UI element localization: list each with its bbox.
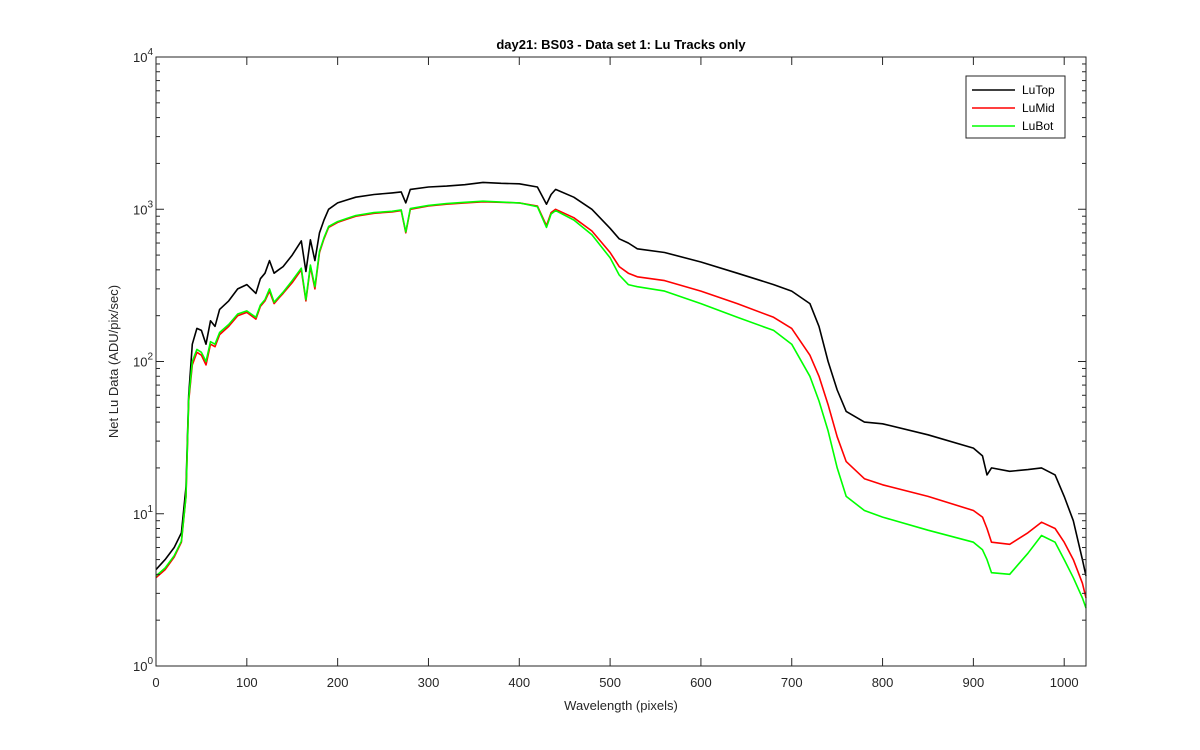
y-tick-label: 104: [133, 47, 153, 65]
chart-title: day21: BS03 - Data set 1: Lu Tracks only: [496, 37, 746, 52]
x-axis-label: Wavelength (pixels): [564, 698, 678, 713]
axes-box: [155, 56, 1087, 667]
legend-label-lutop: LuTop: [1022, 83, 1055, 97]
x-tick-label: 400: [508, 675, 530, 690]
x-tick-label: 0: [152, 675, 159, 690]
x-tick-label: 700: [781, 675, 803, 690]
x-tick-label: 200: [327, 675, 349, 690]
series-line-lubot: [155, 200, 1087, 609]
y-tick-label: 101: [133, 504, 153, 522]
legend-label-lubot: LuBot: [1022, 119, 1054, 133]
x-tick-label: 600: [690, 675, 712, 690]
series-layer: [155, 181, 1087, 609]
y-tick-label: 102: [133, 352, 153, 370]
y-axis-label: Net Lu Data (ADU/pix/sec): [106, 285, 121, 438]
series-line-lutop: [155, 181, 1087, 577]
legend: LuTop LuMid LuBot: [965, 75, 1066, 139]
x-tick-label: 900: [963, 675, 985, 690]
legend-box: [965, 75, 1066, 139]
x-tick-label: 500: [599, 675, 621, 690]
x-tick-label: 1000: [1050, 675, 1079, 690]
plot-area: [156, 57, 1086, 666]
y-tick-label: 103: [133, 199, 153, 217]
tick-layer: 0 100 200 300 400 500 600 700 800 900 100010010110…: [133, 47, 1086, 690]
legend-label-lumid: LuMid: [1022, 101, 1055, 115]
x-tick-label: 100: [236, 675, 258, 690]
x-tick-label: 800: [872, 675, 894, 690]
x-tick-label: 300: [418, 675, 440, 690]
y-tick-label: 100: [133, 656, 153, 674]
